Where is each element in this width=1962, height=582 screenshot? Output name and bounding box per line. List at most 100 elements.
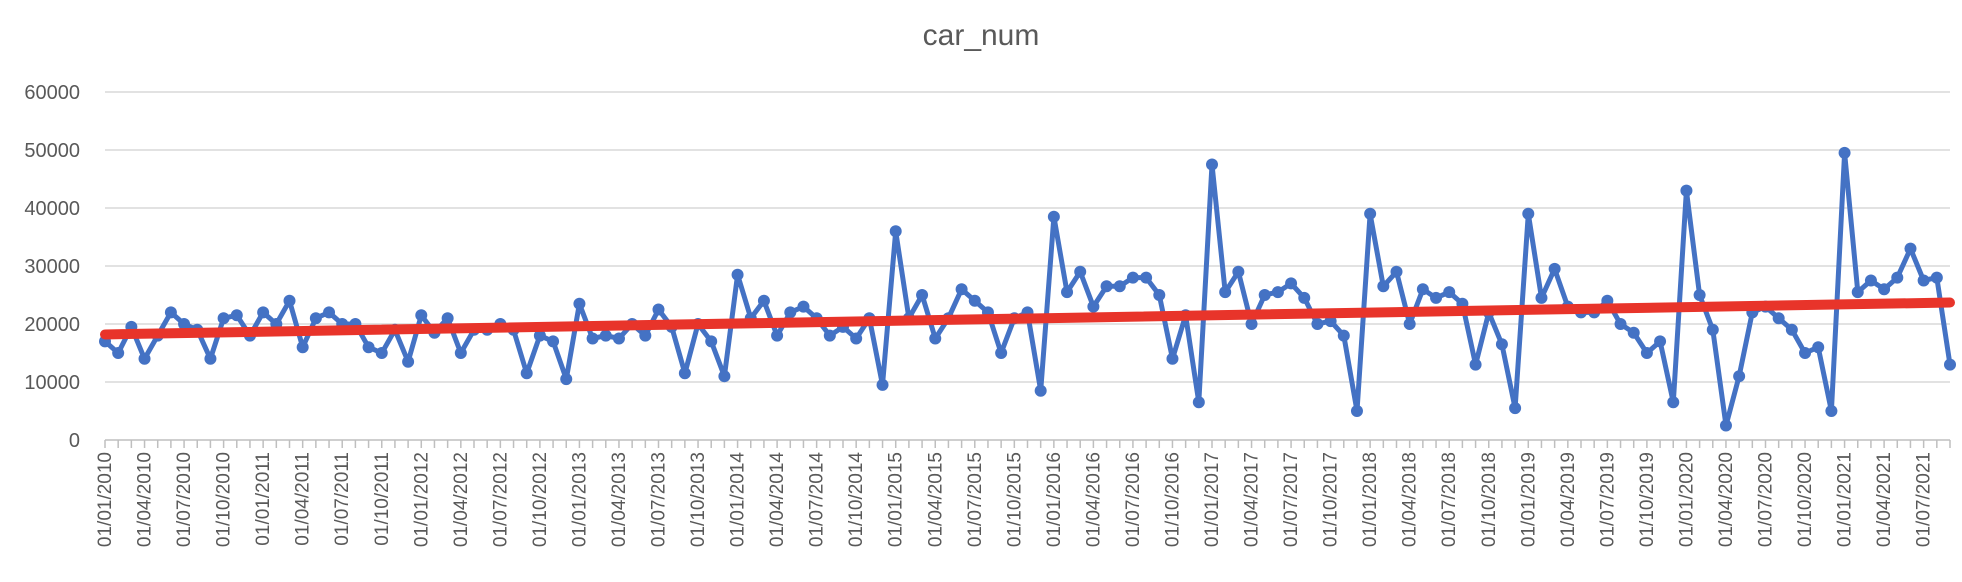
data-point [1285, 277, 1298, 290]
data-point [1733, 370, 1746, 383]
data-point [112, 347, 125, 359]
data-point [573, 297, 586, 310]
x-tick-label: 01/07/2013 [649, 452, 670, 547]
data-point [1509, 402, 1522, 415]
x-tick-label: 01/07/2012 [490, 452, 511, 547]
data-point [599, 329, 612, 342]
trendline-layer [100, 297, 1955, 340]
data-point [1311, 318, 1324, 330]
data-point [889, 225, 902, 238]
data-point [1706, 323, 1719, 336]
x-tick-label: 01/10/2020 [1795, 452, 1816, 547]
y-tick-label: 40000 [24, 198, 80, 220]
data-point [1034, 384, 1047, 397]
data-point [705, 335, 718, 348]
x-tick-label: 01/10/2013 [688, 452, 709, 547]
data-point [1443, 286, 1456, 299]
data-point [678, 367, 691, 380]
data-point [1126, 271, 1139, 284]
data-point [771, 329, 784, 342]
x-tick-label: 01/10/2019 [1637, 452, 1658, 547]
x-tick-label: 01/10/2011 [372, 452, 393, 546]
x-tick-label: 01/07/2011 [332, 452, 353, 546]
data-point [639, 329, 652, 342]
data-point [929, 332, 942, 345]
x-tick-label: 01/07/2010 [174, 452, 195, 547]
data-point [1469, 358, 1482, 371]
x-tick-label: 01/07/2019 [1597, 452, 1618, 547]
data-point [1812, 341, 1825, 354]
data-point [757, 294, 770, 307]
y-tick-label: 0 [69, 430, 80, 452]
x-tick-label: 01/04/2019 [1558, 452, 1579, 547]
data-point [1667, 396, 1680, 409]
y-tick-label: 30000 [24, 256, 80, 278]
data-point [1219, 286, 1232, 299]
x-tick-label: 01/07/2021 [1914, 452, 1935, 547]
x-tick-label: 01/01/2017 [1202, 452, 1223, 547]
data-point [375, 347, 388, 359]
chart-title: car_num [923, 19, 1040, 52]
data-point [362, 341, 375, 354]
data-point [1140, 271, 1153, 284]
data-point [1495, 338, 1508, 351]
x-tick-label: 01/04/2016 [1083, 452, 1104, 547]
data-point [454, 347, 467, 359]
x-tick-label: 01/10/2010 [214, 452, 235, 547]
data-point [1548, 262, 1561, 275]
trendline [100, 297, 1955, 340]
x-tick-label: 01/01/2011 [253, 452, 274, 546]
x-tick-label: 01/04/2018 [1400, 452, 1421, 547]
x-tick-label: 01/07/2018 [1439, 452, 1460, 547]
x-tick-label: 01/07/2014 [807, 452, 828, 548]
x-tick-label: 01/01/2020 [1676, 452, 1697, 547]
data-point [586, 332, 599, 345]
x-tick-label: 01/10/2017 [1321, 452, 1342, 547]
data-point [217, 312, 230, 325]
data-point [955, 283, 968, 296]
data-point [1377, 280, 1390, 293]
data-point [1258, 289, 1271, 301]
data-point [612, 332, 625, 345]
data-point [1799, 347, 1812, 359]
data-point [1153, 289, 1166, 301]
data-point [164, 306, 177, 319]
data-point [1206, 158, 1218, 171]
data-point [1627, 326, 1640, 339]
data-point [1074, 265, 1087, 278]
data-point [1245, 318, 1258, 330]
x-tick-label: 01/04/2013 [609, 452, 630, 547]
data-point [309, 312, 322, 325]
data-point [441, 312, 454, 325]
data-point [323, 306, 336, 319]
x-tick-label: 01/07/2015 [965, 452, 986, 547]
data-point [1100, 280, 1113, 293]
data-point [204, 352, 217, 365]
x-tick-label: 01/01/2016 [1044, 452, 1065, 547]
x-tick-label: 01/01/2015 [886, 452, 907, 547]
y-axis-ticks: 0 10000 20000 30000 40000 50000 60000 [24, 82, 80, 452]
data-point [1917, 274, 1930, 287]
data-point [1693, 289, 1706, 301]
data-point [1680, 184, 1693, 197]
data-point [138, 352, 151, 365]
data-point [718, 370, 731, 383]
x-tick-label: 01/04/2011 [293, 452, 314, 546]
data-point [1772, 312, 1785, 325]
data-point [1785, 323, 1798, 336]
x-tick-label: 01/10/2012 [530, 452, 551, 547]
x-axis-ticks: 01/01/2010 01/04/2010 01/07/2010 01/10/2010… [95, 440, 1951, 548]
data-point [1232, 265, 1245, 278]
x-tick-label: 01/01/2010 [95, 452, 116, 547]
data-point [850, 332, 863, 345]
data-point [916, 289, 929, 301]
x-tick-label: 01/01/2012 [411, 452, 432, 547]
data-point [1337, 329, 1350, 342]
data-point [1614, 318, 1627, 330]
data-point [1719, 419, 1732, 432]
x-tick-label: 01/10/2016 [1162, 452, 1183, 547]
data-point [230, 309, 243, 322]
x-tick-label: 01/07/2020 [1756, 452, 1777, 547]
